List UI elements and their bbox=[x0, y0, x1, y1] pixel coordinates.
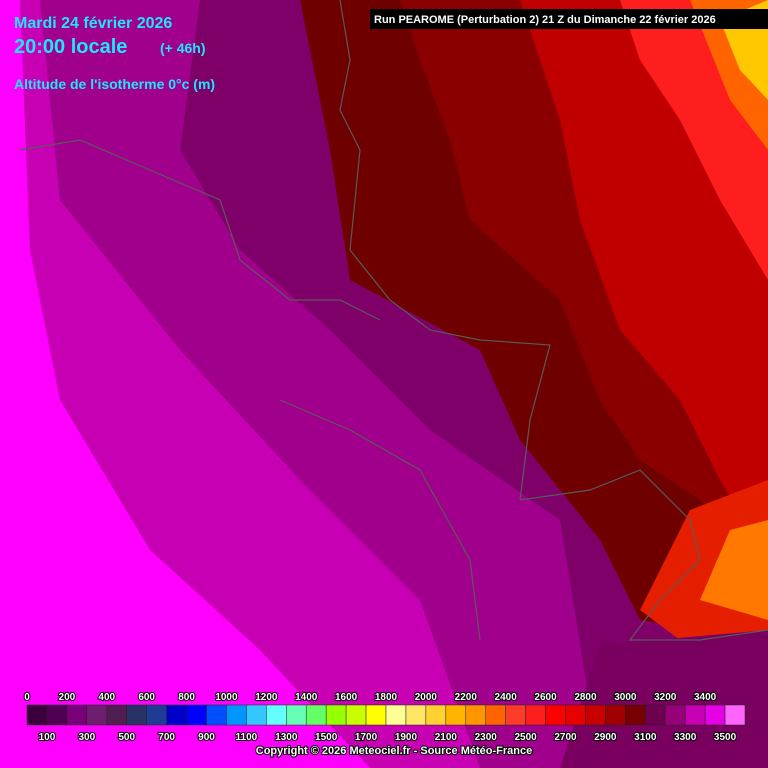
legend-swatch bbox=[505, 704, 526, 726]
legend-swatch bbox=[246, 704, 267, 726]
legend-label: 2500 bbox=[514, 732, 537, 743]
legend-swatch bbox=[724, 704, 746, 726]
field-name: Altitude de l'isotherme 0°c (m) bbox=[14, 76, 215, 92]
legend-label: 2800 bbox=[574, 692, 597, 703]
map-zone bbox=[560, 630, 768, 768]
legend-label: 2200 bbox=[455, 692, 478, 703]
legend-label: 1000 bbox=[215, 692, 238, 703]
forecast-time: 20:00 locale bbox=[14, 36, 127, 58]
legend-label: 1100 bbox=[236, 732, 258, 743]
legend-label: 2600 bbox=[534, 692, 557, 703]
legend-swatch bbox=[425, 704, 447, 726]
legend-swatch bbox=[545, 704, 566, 726]
legend-swatch bbox=[585, 704, 606, 726]
legend-label: 1400 bbox=[295, 692, 318, 703]
legend-label: 2100 bbox=[435, 732, 458, 743]
legend-swatch bbox=[186, 704, 207, 726]
legend-label: 300 bbox=[78, 732, 95, 743]
copyright: Copyright © 2026 Meteociel.fr - Source M… bbox=[256, 745, 532, 757]
legend-label: 2700 bbox=[554, 732, 577, 743]
legend-swatch bbox=[26, 704, 48, 726]
map-zone bbox=[700, 520, 768, 620]
legend-label: 700 bbox=[158, 732, 175, 743]
run-info: Run PEAROME (Perturbation 2) 21 Z du Dim… bbox=[374, 14, 716, 26]
legend-swatch bbox=[325, 704, 347, 726]
legend-label: 3000 bbox=[614, 692, 637, 703]
legend-swatch bbox=[525, 704, 546, 726]
legend-swatch bbox=[345, 704, 367, 726]
legend-swatch bbox=[126, 704, 147, 726]
legend-swatch bbox=[46, 704, 68, 726]
legend-label: 1200 bbox=[255, 692, 278, 703]
legend-swatch bbox=[86, 704, 108, 726]
legend-label: 600 bbox=[138, 692, 155, 703]
legend-label: 1600 bbox=[335, 692, 358, 703]
legend-swatch bbox=[704, 704, 726, 726]
legend-swatch bbox=[465, 704, 486, 726]
legend-swatch bbox=[146, 704, 167, 726]
legend-swatch bbox=[565, 704, 586, 726]
legend-swatch bbox=[166, 704, 187, 726]
legend-label: 0 bbox=[24, 692, 30, 703]
legend-label: 3500 bbox=[714, 732, 737, 743]
legend-label: 2000 bbox=[415, 692, 438, 703]
legend-label: 1800 bbox=[375, 692, 398, 703]
legend-swatch bbox=[305, 704, 327, 726]
legend-label: 800 bbox=[178, 692, 195, 703]
legend-label: 3200 bbox=[654, 692, 677, 703]
lead-time: (+ 46h) bbox=[160, 40, 206, 56]
legend-swatch bbox=[445, 704, 467, 726]
legend-swatch bbox=[645, 704, 666, 726]
legend-swatch bbox=[485, 704, 506, 726]
legend-swatch bbox=[625, 704, 646, 726]
legend-label: 2300 bbox=[475, 732, 498, 743]
country-border bbox=[519, 469, 768, 641]
region-border bbox=[279, 399, 481, 641]
legend-swatch bbox=[365, 704, 387, 726]
legend-swatch bbox=[226, 704, 247, 726]
legend-label: 1300 bbox=[275, 732, 298, 743]
legend-label: 2900 bbox=[594, 732, 617, 743]
legend-label: 3100 bbox=[634, 732, 657, 743]
legend-label: 100 bbox=[39, 732, 56, 743]
legend-swatch bbox=[266, 704, 287, 726]
legend-label: 900 bbox=[198, 732, 215, 743]
legend-label: 1500 bbox=[315, 732, 338, 743]
legend-label: 1700 bbox=[355, 732, 378, 743]
country-border bbox=[339, 0, 551, 501]
legend-swatch bbox=[286, 704, 307, 726]
legend-swatch bbox=[664, 704, 686, 726]
legend-label: 200 bbox=[59, 692, 76, 703]
legend-label: 3400 bbox=[694, 692, 717, 703]
country-border bbox=[19, 139, 381, 321]
legend-swatch bbox=[66, 704, 88, 726]
legend-label: 400 bbox=[98, 692, 115, 703]
legend-label: 1900 bbox=[395, 732, 418, 743]
legend-swatch bbox=[106, 704, 127, 726]
legend-label: 2400 bbox=[495, 692, 518, 703]
legend-label: 3300 bbox=[674, 732, 697, 743]
legend-swatch bbox=[405, 704, 427, 726]
legend-swatch bbox=[605, 704, 626, 726]
color-legend: 0 100 200 300 400 500 600 700 800 900 1000 1100 1200… bbox=[23, 691, 746, 744]
legend-swatch bbox=[385, 704, 407, 726]
run-banner bbox=[370, 9, 768, 29]
forecast-date: Mardi 24 février 2026 bbox=[14, 15, 172, 32]
legend-swatch bbox=[206, 704, 227, 726]
legend-label: 500 bbox=[118, 732, 135, 743]
legend-swatch bbox=[684, 704, 706, 726]
